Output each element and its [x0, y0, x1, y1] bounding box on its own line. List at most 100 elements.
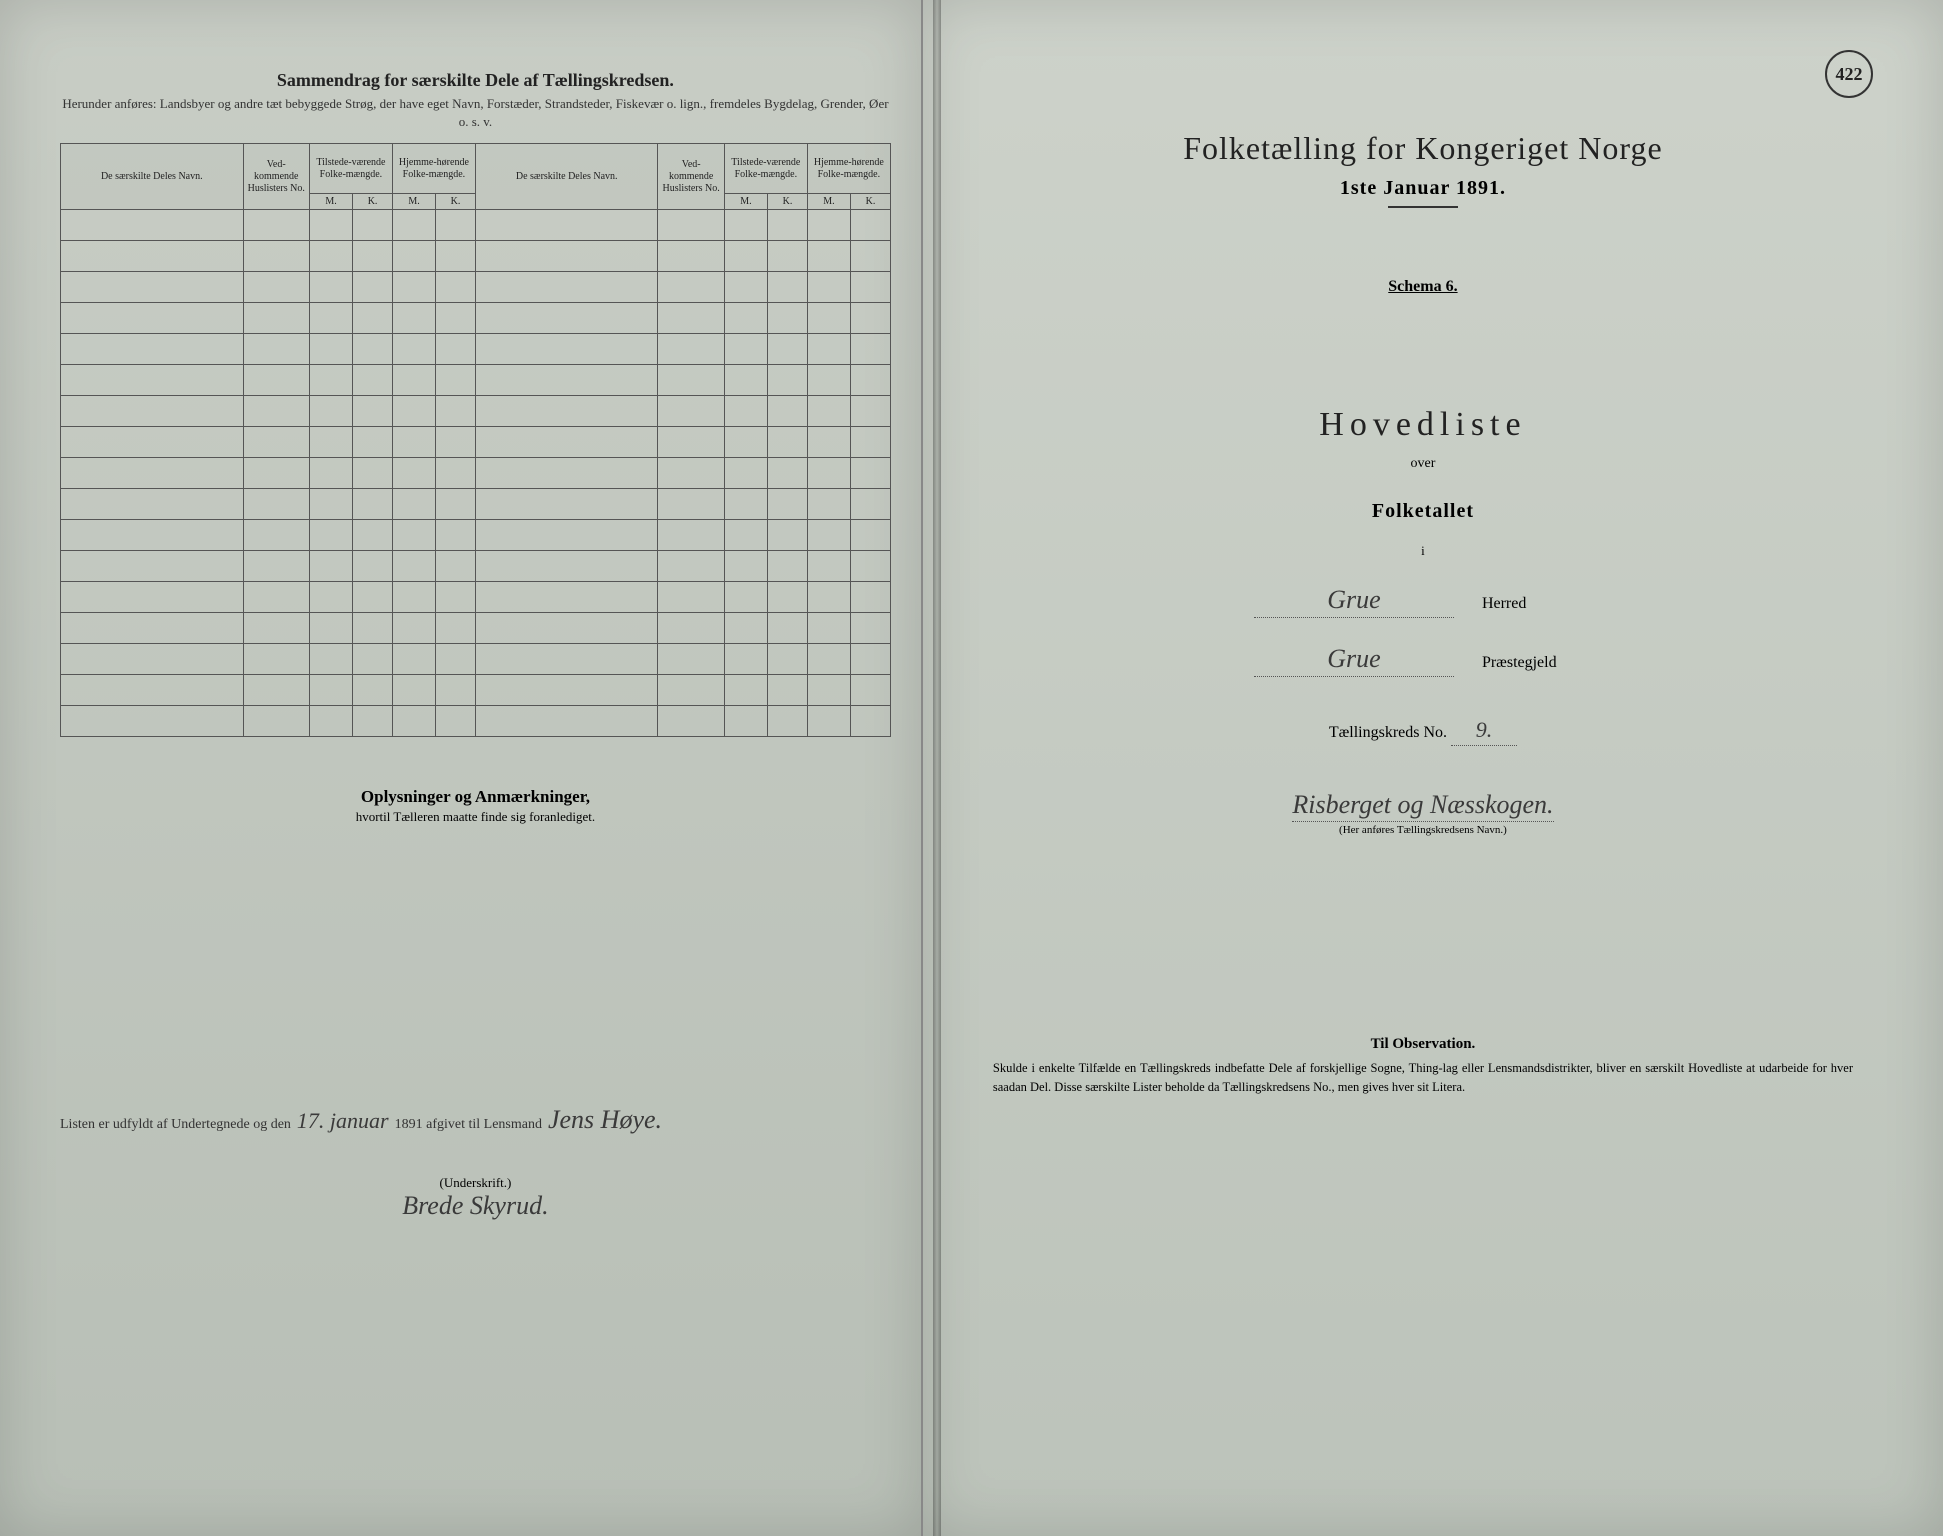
- table-cell: [851, 458, 891, 489]
- table-cell: [658, 272, 724, 303]
- table-cell: [353, 706, 393, 737]
- col-hjemme-1: Hjemme-hørende Folke-mængde.: [392, 144, 475, 194]
- table-cell: [392, 458, 435, 489]
- over-label: over: [973, 456, 1873, 472]
- left-title: Sammendrag for særskilte Dele af Tælling…: [60, 70, 891, 91]
- left-header: Sammendrag for særskilte Dele af Tælling…: [60, 70, 891, 131]
- table-body: [61, 210, 891, 737]
- table-cell: [768, 489, 808, 520]
- table-cell: [851, 706, 891, 737]
- table-cell: [392, 365, 435, 396]
- table-cell: [807, 241, 850, 272]
- table-cell: [724, 551, 767, 582]
- table-cell: [353, 520, 393, 551]
- table-cell: [475, 520, 658, 551]
- table-cell: [658, 427, 724, 458]
- obs-text: Skulde i enkelte Tilfælde en Tællingskre…: [973, 1059, 1873, 1097]
- table-row: [61, 520, 891, 551]
- herred-row: Grue Herred: [973, 585, 1873, 618]
- table-cell: [658, 241, 724, 272]
- table-cell: [392, 303, 435, 334]
- table-cell: [768, 551, 808, 582]
- table-cell: [392, 644, 435, 675]
- table-cell: [353, 210, 393, 241]
- table-cell: [724, 675, 767, 706]
- table-cell: [392, 489, 435, 520]
- table-cell: [243, 241, 309, 272]
- table-row: [61, 644, 891, 675]
- table-cell: [768, 334, 808, 365]
- table-cell: [851, 489, 891, 520]
- col-hjemme-2: Hjemme-hørende Folke-mængde.: [807, 144, 890, 194]
- oplys-sub: hvortil Tælleren maatte finde sig foranl…: [60, 809, 891, 825]
- table-cell: [768, 365, 808, 396]
- table-cell: [807, 303, 850, 334]
- table-cell: [309, 365, 352, 396]
- schema-label: Schema 6.: [973, 278, 1873, 296]
- table-cell: [243, 365, 309, 396]
- table-cell: [851, 427, 891, 458]
- table-cell: [475, 334, 658, 365]
- underskrift-block: (Underskrift.) Brede Skyrud.: [60, 1175, 891, 1221]
- table-row: [61, 706, 891, 737]
- table-cell: [475, 427, 658, 458]
- table-cell: [807, 334, 850, 365]
- table-cell: [353, 489, 393, 520]
- table-cell: [807, 365, 850, 396]
- table-cell: [658, 706, 724, 737]
- table-cell: [243, 303, 309, 334]
- table-cell: [851, 365, 891, 396]
- i-label: i: [973, 543, 1873, 559]
- praestegjeld-value: Grue: [1254, 644, 1454, 677]
- table-cell: [768, 303, 808, 334]
- kreds-row: Tællingskreds No. 9.: [973, 717, 1873, 746]
- table-cell: [475, 644, 658, 675]
- table-cell: [658, 582, 724, 613]
- table-cell: [658, 551, 724, 582]
- table-cell: [436, 613, 476, 644]
- table-cell: [851, 396, 891, 427]
- table-cell: [851, 520, 891, 551]
- table-cell: [724, 241, 767, 272]
- table-cell: [61, 582, 244, 613]
- table-cell: [436, 706, 476, 737]
- table-cell: [436, 241, 476, 272]
- table-cell: [436, 489, 476, 520]
- table-cell: [353, 675, 393, 706]
- table-cell: [243, 427, 309, 458]
- table-cell: [475, 365, 658, 396]
- table-cell: [243, 706, 309, 737]
- table-cell: [61, 675, 244, 706]
- table-cell: [724, 210, 767, 241]
- table-row: [61, 551, 891, 582]
- table-cell: [768, 427, 808, 458]
- table-row: [61, 427, 891, 458]
- table-cell: [61, 272, 244, 303]
- underskrift-hand: Brede Skyrud.: [60, 1191, 891, 1221]
- table-cell: [243, 613, 309, 644]
- table-row: [61, 210, 891, 241]
- table-cell: [807, 520, 850, 551]
- table-cell: [309, 396, 352, 427]
- table-row: [61, 489, 891, 520]
- table-cell: [61, 210, 244, 241]
- table-cell: [61, 520, 244, 551]
- table-cell: [851, 551, 891, 582]
- hovedliste-heading: Hovedliste: [973, 406, 1873, 444]
- table-cell: [353, 272, 393, 303]
- table-cell: [243, 675, 309, 706]
- table-cell: [658, 458, 724, 489]
- oplys-title: Oplysninger og Anmærkninger,: [60, 787, 891, 807]
- table-cell: [243, 272, 309, 303]
- col-tilstede-2: Tilstede-værende Folke-mængde.: [724, 144, 807, 194]
- table-cell: [475, 675, 658, 706]
- table-cell: [392, 427, 435, 458]
- table-cell: [724, 396, 767, 427]
- col-navn-2: De særskilte Deles Navn.: [475, 144, 658, 210]
- col-navn-1: De særskilte Deles Navn.: [61, 144, 244, 210]
- table-cell: [768, 396, 808, 427]
- table-cell: [851, 582, 891, 613]
- table-cell: [353, 458, 393, 489]
- sub-k: K.: [851, 194, 891, 210]
- table-cell: [436, 675, 476, 706]
